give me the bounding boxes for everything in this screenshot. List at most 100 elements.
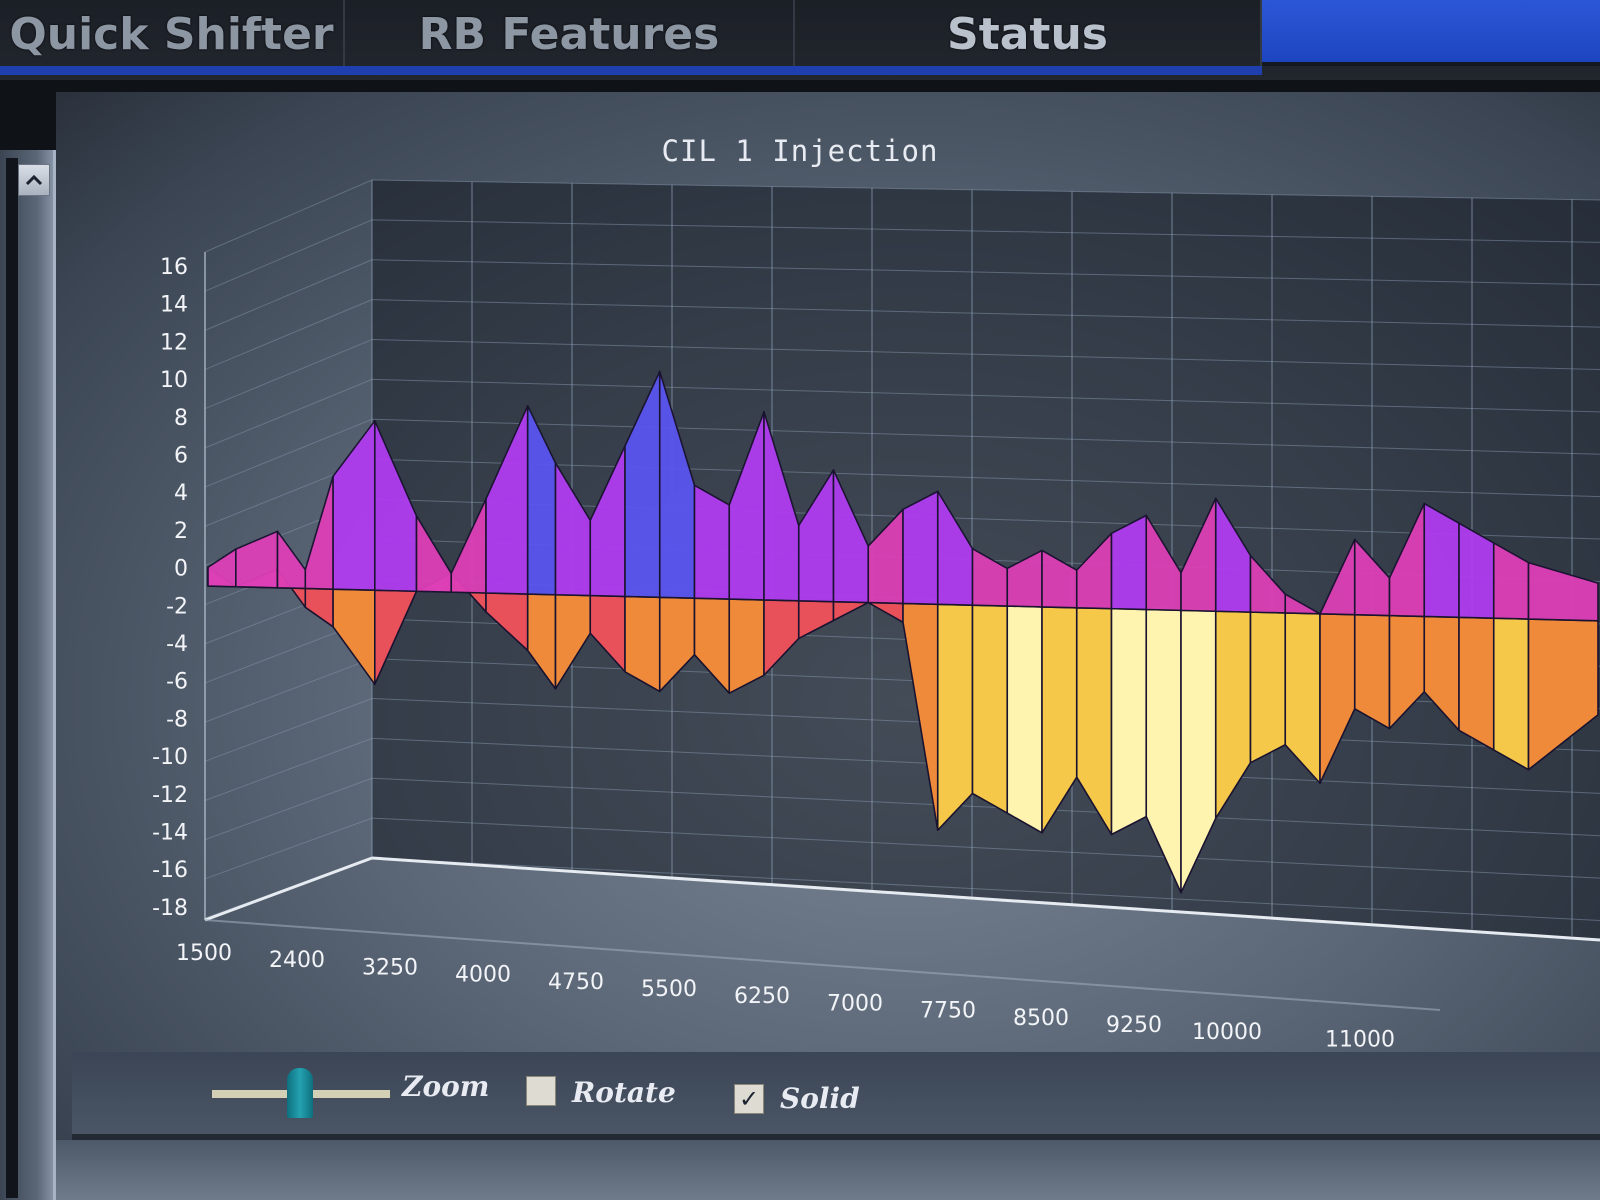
x-tick-label: 4750 xyxy=(548,970,604,995)
surface-facet xyxy=(1492,617,1530,771)
z-tick-label: 8 xyxy=(174,406,188,431)
tab-rb-features[interactable]: RB Features xyxy=(345,0,795,68)
x-tick-label: 2400 xyxy=(269,948,325,973)
surface-facet xyxy=(332,588,376,686)
tab-status[interactable]: Status xyxy=(795,0,1262,68)
surface-facet xyxy=(207,548,237,588)
rotate-checkbox[interactable] xyxy=(526,1076,556,1106)
x-tick-label: 9250 xyxy=(1106,1013,1162,1038)
zoom-label: Zoom xyxy=(402,1070,490,1103)
surface-facet xyxy=(693,484,731,600)
z-tick-label: 6 xyxy=(174,444,188,469)
surface-facet xyxy=(235,530,279,589)
surface-facet xyxy=(936,603,974,831)
tab-bar: Quick Shifter RB Features Status xyxy=(0,0,1600,80)
surface-facet xyxy=(1249,611,1287,764)
z-tick-label: -14 xyxy=(152,821,188,846)
x-tick-label: 4000 xyxy=(455,963,511,988)
tab-active-strip xyxy=(0,66,1262,75)
x-tick-label: 6250 xyxy=(734,984,790,1009)
side-grid-line xyxy=(204,339,373,410)
solid-checkbox[interactable]: ✓ xyxy=(734,1084,764,1114)
grid-line-horizontal xyxy=(371,299,1600,328)
z-tick-label: 16 xyxy=(160,255,188,280)
surface-facet xyxy=(1110,607,1148,836)
side-grid-line xyxy=(204,698,373,762)
floor-edge-front xyxy=(204,919,1441,1011)
surface-facet xyxy=(304,587,334,628)
side-grid-line xyxy=(204,418,373,488)
chart-title: CIL 1 Injection xyxy=(661,134,939,168)
z-tick-label: -12 xyxy=(152,783,188,808)
chart-panel: 16 14 12 10 8 6 4 2 0 -2 -4 -6 -8 -10 -12 -14 -16 -18 1500… xyxy=(56,92,1600,1200)
side-grid-line xyxy=(204,179,373,253)
surface-facet xyxy=(1006,605,1043,834)
surface-facet xyxy=(1458,616,1495,751)
z-tick-label: -2 xyxy=(166,594,188,619)
z-tick-label: -4 xyxy=(166,632,188,657)
grid-line-horizontal xyxy=(371,378,1600,413)
side-grid-line xyxy=(204,259,373,331)
grid-line-horizontal xyxy=(371,857,1600,921)
z-tick-label: 0 xyxy=(174,557,188,582)
surface-facet xyxy=(1527,561,1599,622)
zoom-slider-thumb[interactable] xyxy=(287,1068,313,1118)
x-tick-label: 11000 xyxy=(1325,1027,1395,1052)
surface-facet xyxy=(276,530,307,590)
side-scrollbar[interactable] xyxy=(0,150,56,1200)
grid-line-horizontal xyxy=(371,179,1600,201)
z-tick-label: 14 xyxy=(160,293,188,318)
grid-line-horizontal xyxy=(371,259,1600,286)
surface-chart[interactable]: 16 14 12 10 8 6 4 2 0 -2 -4 -6 -8 -10 -12 -14 -16 -18 1500… xyxy=(56,92,1600,1200)
x-tick-label: 5500 xyxy=(641,977,697,1002)
surface-facet xyxy=(971,604,1009,814)
surface-facet xyxy=(304,475,334,590)
grid-line-horizontal xyxy=(371,418,1600,455)
side-grid-line xyxy=(204,737,373,801)
z-tick-label: 2 xyxy=(174,519,188,544)
solid-label: Solid xyxy=(780,1082,860,1115)
z-tick-label: 4 xyxy=(174,481,188,506)
bottom-strip xyxy=(56,1140,1600,1200)
grid-line-horizontal xyxy=(371,219,1600,243)
chart-controls: Zoom Rotate ✓ Solid xyxy=(72,1052,1600,1140)
x-tick-label: 8500 xyxy=(1013,1006,1069,1031)
grid-line-horizontal xyxy=(371,777,1600,837)
surface-facet xyxy=(332,420,376,592)
surface-facet xyxy=(902,490,939,606)
z-tick-label: 10 xyxy=(160,368,188,393)
z-tick-label: -18 xyxy=(152,896,188,921)
x-tick-label: 7000 xyxy=(827,991,883,1016)
x-tick-label: 1500 xyxy=(176,941,232,966)
z-tick-label: 12 xyxy=(160,330,188,355)
floor-edge-left xyxy=(204,856,373,922)
side-grid-line xyxy=(204,378,373,449)
grid-line-horizontal xyxy=(371,339,1600,371)
chevron-up-icon xyxy=(25,174,43,186)
grid-line-horizontal xyxy=(371,817,1600,879)
z-tick-label: -10 xyxy=(152,745,188,770)
check-icon: ✓ xyxy=(738,1085,760,1113)
scrollbar-track xyxy=(6,158,18,1198)
grid-line-horizontal xyxy=(371,458,1600,498)
x-tick-label: 10000 xyxy=(1192,1020,1262,1045)
x-tick-label: 7750 xyxy=(920,999,976,1024)
tab-bar-fill xyxy=(1262,0,1600,62)
tab-quick-shifter[interactable]: Quick Shifter xyxy=(0,0,345,68)
surface-facet xyxy=(1353,613,1391,730)
side-grid-line xyxy=(204,299,373,370)
tab-bar-fill-edge xyxy=(1262,62,1600,66)
side-grid-line xyxy=(204,777,373,841)
side-grid-line xyxy=(204,817,373,880)
z-tick-label: -8 xyxy=(166,707,188,732)
scroll-up-button[interactable] xyxy=(18,164,50,196)
floor-edge-back xyxy=(371,856,1600,942)
x-tick-label: 3250 xyxy=(362,955,418,980)
z-tick-label: -16 xyxy=(152,858,188,883)
side-grid-line xyxy=(204,219,373,292)
z-tick-label: -6 xyxy=(166,670,188,695)
side-grid-line xyxy=(204,658,373,723)
surface-facet xyxy=(1284,593,1321,615)
rotate-label: Rotate xyxy=(572,1076,676,1109)
surface-facet xyxy=(1423,502,1460,619)
